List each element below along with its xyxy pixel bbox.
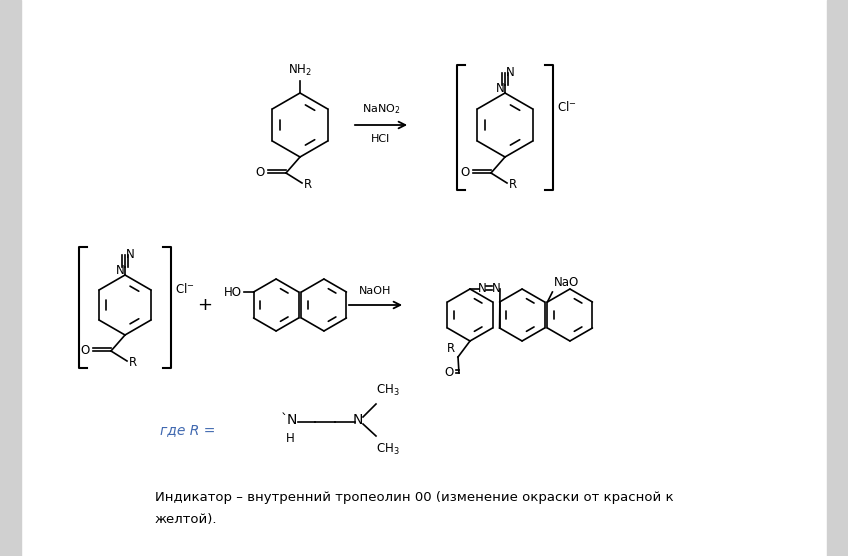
Text: NH$_2$: NH$_2$ [288, 63, 312, 78]
Text: N: N [492, 282, 500, 295]
Text: R: R [304, 177, 312, 191]
Text: Cl$^{-}$: Cl$^{-}$ [557, 100, 577, 114]
Text: R: R [509, 177, 517, 191]
Text: +: + [198, 296, 213, 314]
Text: R: R [447, 342, 455, 355]
Text: NaNO$_2$: NaNO$_2$ [362, 102, 400, 116]
Text: Индикатор – внутренний тропеолин 00 (изменение окраски от красной к: Индикатор – внутренний тропеолин 00 (изм… [155, 492, 673, 504]
Text: NaOH: NaOH [360, 286, 392, 296]
Text: N: N [126, 247, 134, 261]
Text: O: O [256, 166, 265, 178]
Text: N: N [495, 82, 505, 96]
Text: H: H [286, 432, 294, 445]
Text: N: N [505, 66, 515, 78]
Text: N: N [353, 413, 363, 427]
Text: HO: HO [224, 285, 242, 299]
Text: N: N [115, 265, 125, 277]
Text: O: O [444, 366, 454, 380]
Text: Cl$^{-}$: Cl$^{-}$ [175, 282, 195, 296]
Text: CH$_3$: CH$_3$ [376, 442, 399, 457]
Text: NaO: NaO [554, 276, 578, 289]
Text: R: R [129, 355, 137, 369]
Text: O: O [81, 344, 90, 356]
Text: желтой).: желтой). [155, 513, 217, 525]
Text: O: O [460, 166, 470, 178]
Text: `N: `N [282, 413, 298, 427]
Text: CH$_3$: CH$_3$ [376, 383, 399, 398]
Text: где R =: где R = [160, 423, 215, 437]
Text: HCl: HCl [371, 134, 391, 144]
Text: N: N [477, 282, 487, 295]
